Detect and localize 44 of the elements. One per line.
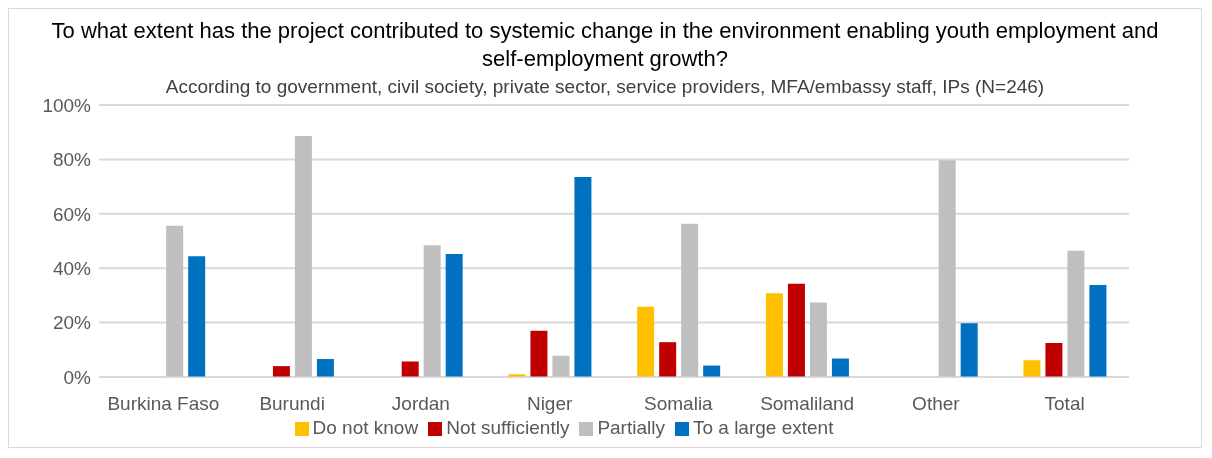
bar	[530, 330, 548, 377]
bar	[960, 323, 978, 377]
bar	[765, 293, 783, 377]
bar	[272, 366, 290, 377]
x-tick-label: Niger	[526, 393, 573, 415]
bar	[574, 177, 592, 377]
legend-label: To a large extent	[692, 417, 834, 438]
x-tick-label: Jordan	[391, 393, 450, 415]
y-tick-label: 80%	[52, 149, 92, 171]
bar	[552, 355, 570, 377]
bar	[938, 160, 956, 377]
bar	[1067, 250, 1085, 377]
bar	[1089, 285, 1107, 377]
y-tick-label: 60%	[52, 203, 92, 225]
bar	[294, 136, 312, 377]
bar	[166, 225, 184, 377]
bar	[401, 361, 419, 377]
bar	[787, 283, 805, 377]
y-tick-label: 40%	[52, 257, 92, 279]
chart-title: To what extent has the project contributed to systemic change in the environment enabling youth employment and self-employment growth?	[50, 17, 1160, 73]
bar	[1045, 343, 1063, 377]
bar	[1023, 360, 1041, 377]
x-tick-label: Somalia	[644, 393, 714, 415]
x-tick-label: Burkina Faso	[107, 393, 220, 415]
bar	[316, 359, 334, 377]
bar	[423, 245, 441, 377]
legend-label: Not sufficiently	[446, 417, 570, 438]
bar	[445, 254, 463, 377]
bar	[637, 306, 655, 377]
bar	[188, 256, 206, 377]
y-tick-label: 0%	[63, 366, 92, 388]
y-tick-label: 100%	[42, 94, 92, 116]
x-tick-label: Other	[912, 393, 961, 415]
chart-subtitle: According to government, civil society, private sector, service providers, MFA/embassy staff, IPs (N=246)	[165, 76, 1045, 97]
bar	[659, 342, 677, 377]
x-tick-label: Total	[1044, 393, 1085, 415]
y-tick-label: 20%	[52, 312, 92, 334]
x-tick-label: Burundi	[259, 393, 325, 415]
legend-label: Do not know	[312, 417, 419, 438]
legend-label: Partially	[597, 417, 665, 438]
x-tick-label: Somaliland	[760, 393, 855, 415]
bar	[831, 358, 849, 377]
bar	[809, 302, 827, 377]
bar	[681, 223, 699, 377]
